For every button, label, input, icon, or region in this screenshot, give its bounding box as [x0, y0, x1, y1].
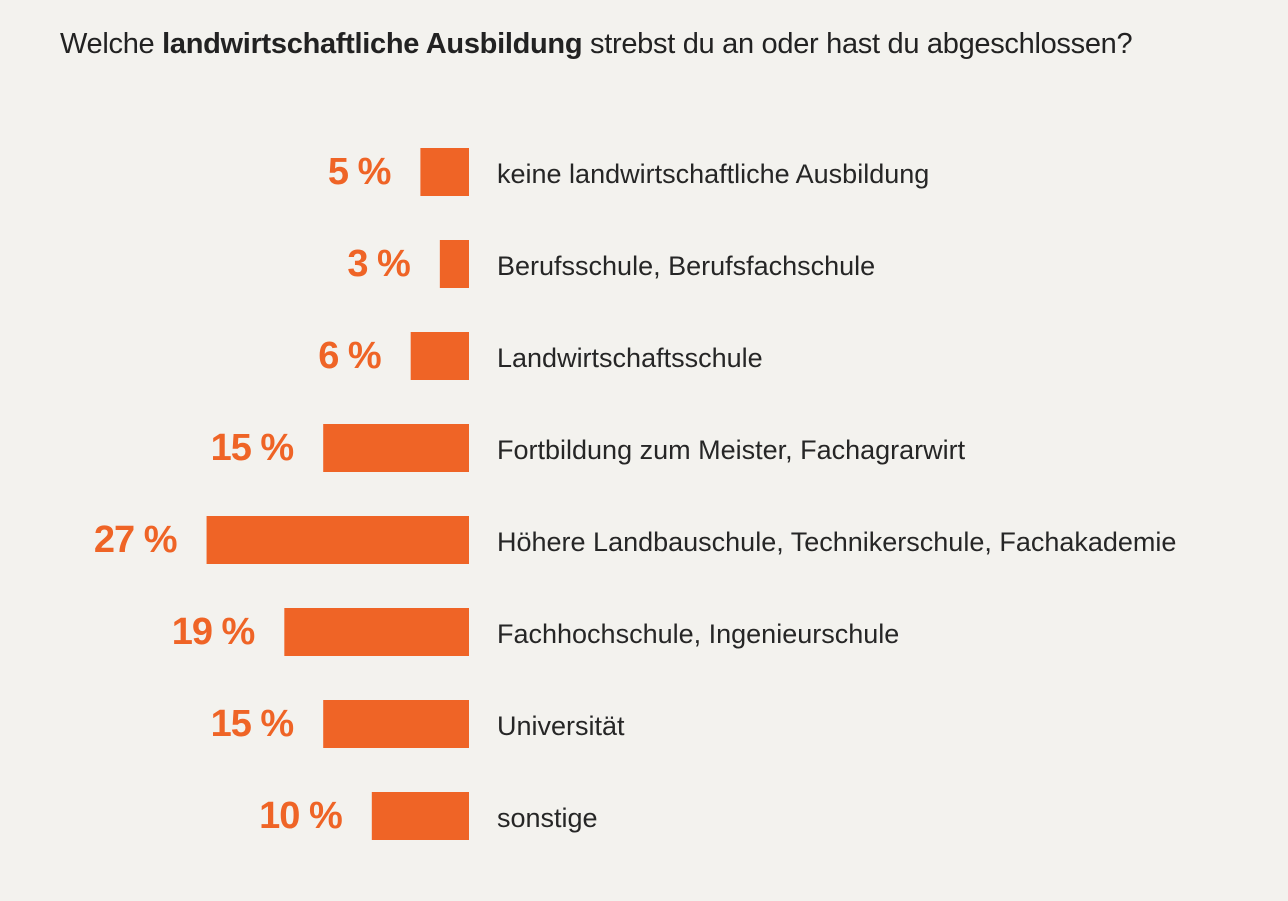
- title-prefix: Welche: [60, 28, 163, 60]
- bar-6: [284, 608, 469, 656]
- bar-7: [323, 700, 469, 748]
- value-label-8: 10 %: [259, 795, 342, 837]
- value-label-3: 6 %: [318, 335, 381, 377]
- value-label-5: 27 %: [94, 519, 177, 561]
- category-label-8: sonstige: [497, 803, 598, 833]
- value-label-2: 3 %: [347, 243, 410, 285]
- bar-3: [410, 332, 469, 380]
- category-label-2: Berufsschule, Berufsfachschule: [497, 251, 875, 281]
- value-label-7: 15 %: [211, 703, 294, 745]
- value-label-4: 15 %: [211, 427, 294, 469]
- category-label-1: keine landwirtschaftliche Ausbildung: [497, 159, 929, 189]
- value-label-1: 5 %: [328, 151, 391, 193]
- bar-8: [371, 792, 469, 840]
- title-bold: landwirtschaftliche Ausbildung: [162, 28, 583, 60]
- category-label-3: Landwirtschaftsschule: [497, 343, 763, 373]
- category-label-6: Fachhochschule, Ingenieurschule: [497, 619, 899, 649]
- title-suffix: strebst du an oder hast du abgeschlossen…: [582, 28, 1133, 60]
- bar-1: [420, 148, 469, 196]
- chart-title: Welche landwirtschaftliche Ausbildung st…: [60, 28, 1133, 61]
- bar-4: [323, 424, 469, 472]
- bar-2: [439, 240, 469, 288]
- category-label-5: Höhere Landbauschule, Technikerschule, F…: [497, 527, 1176, 557]
- bar-5: [206, 516, 469, 564]
- category-label-4: Fortbildung zum Meister, Fachagrarwirt: [497, 435, 966, 465]
- category-label-7: Universität: [497, 711, 625, 741]
- value-label-6: 19 %: [172, 611, 255, 653]
